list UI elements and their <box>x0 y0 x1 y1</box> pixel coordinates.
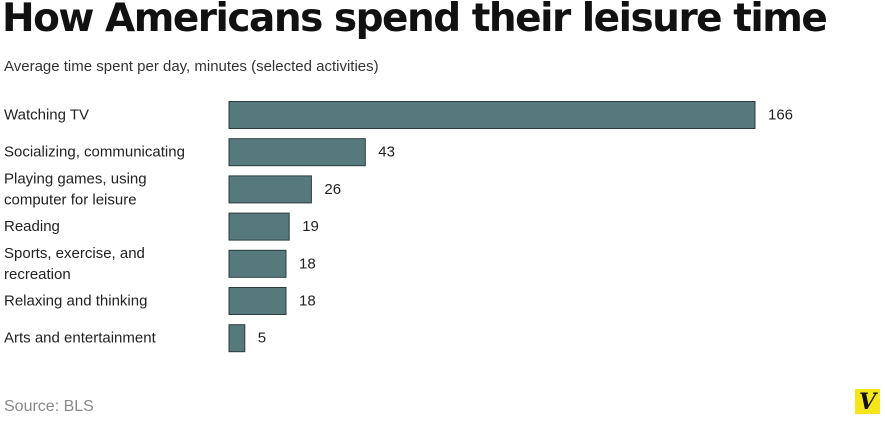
category-label: Watching TV <box>4 107 89 124</box>
bar-value-label: 43 <box>378 144 395 161</box>
category-label: Playing games, using computer for leisure <box>4 170 147 208</box>
category-label: Sports, exercise, and recreation <box>4 245 145 283</box>
vox-logo-letter: V <box>858 388 877 415</box>
bar-chart: 166 Watching TV 43 Socializing, communicati… <box>4 101 793 353</box>
bar-6 <box>228 324 246 353</box>
category-label-line: Sports, exercise, and <box>4 245 145 262</box>
bar-value-label: 19 <box>302 218 319 235</box>
bar-value-label: 26 <box>324 181 341 198</box>
category-label-line: Reading <box>4 218 60 235</box>
bar-value-label: 166 <box>768 107 793 124</box>
bar-value-label: 18 <box>299 255 316 272</box>
category-label: Arts and entertainment <box>4 330 157 347</box>
category-label-line: Watching TV <box>4 107 89 124</box>
bar-2 <box>228 175 312 204</box>
category-label-line: recreation <box>4 266 71 283</box>
bar-1 <box>228 138 366 167</box>
bar-value-label: 5 <box>258 330 266 347</box>
bar-4 <box>228 249 287 278</box>
chart-subtitle: Average time spent per day, minutes (sel… <box>4 58 379 75</box>
bar-0 <box>228 101 756 129</box>
vox-logo: V <box>855 389 880 414</box>
category-label: Reading <box>4 218 60 235</box>
bar-3 <box>228 212 290 241</box>
category-label: Socializing, communicating <box>4 144 185 161</box>
category-label-line: Socializing, communicating <box>4 144 185 161</box>
chart-title: How Americans spend their leisure time <box>2 0 828 41</box>
source-note: Source: BLS <box>4 398 94 415</box>
category-label-line: Playing games, using <box>4 170 147 187</box>
category-label-line: computer for leisure <box>4 191 137 208</box>
bar-5 <box>228 287 287 315</box>
category-label: Relaxing and thinking <box>4 293 147 310</box>
category-label-line: Relaxing and thinking <box>4 293 147 310</box>
category-label-line: Arts and entertainment <box>4 330 157 347</box>
bar-value-label: 18 <box>299 293 316 310</box>
